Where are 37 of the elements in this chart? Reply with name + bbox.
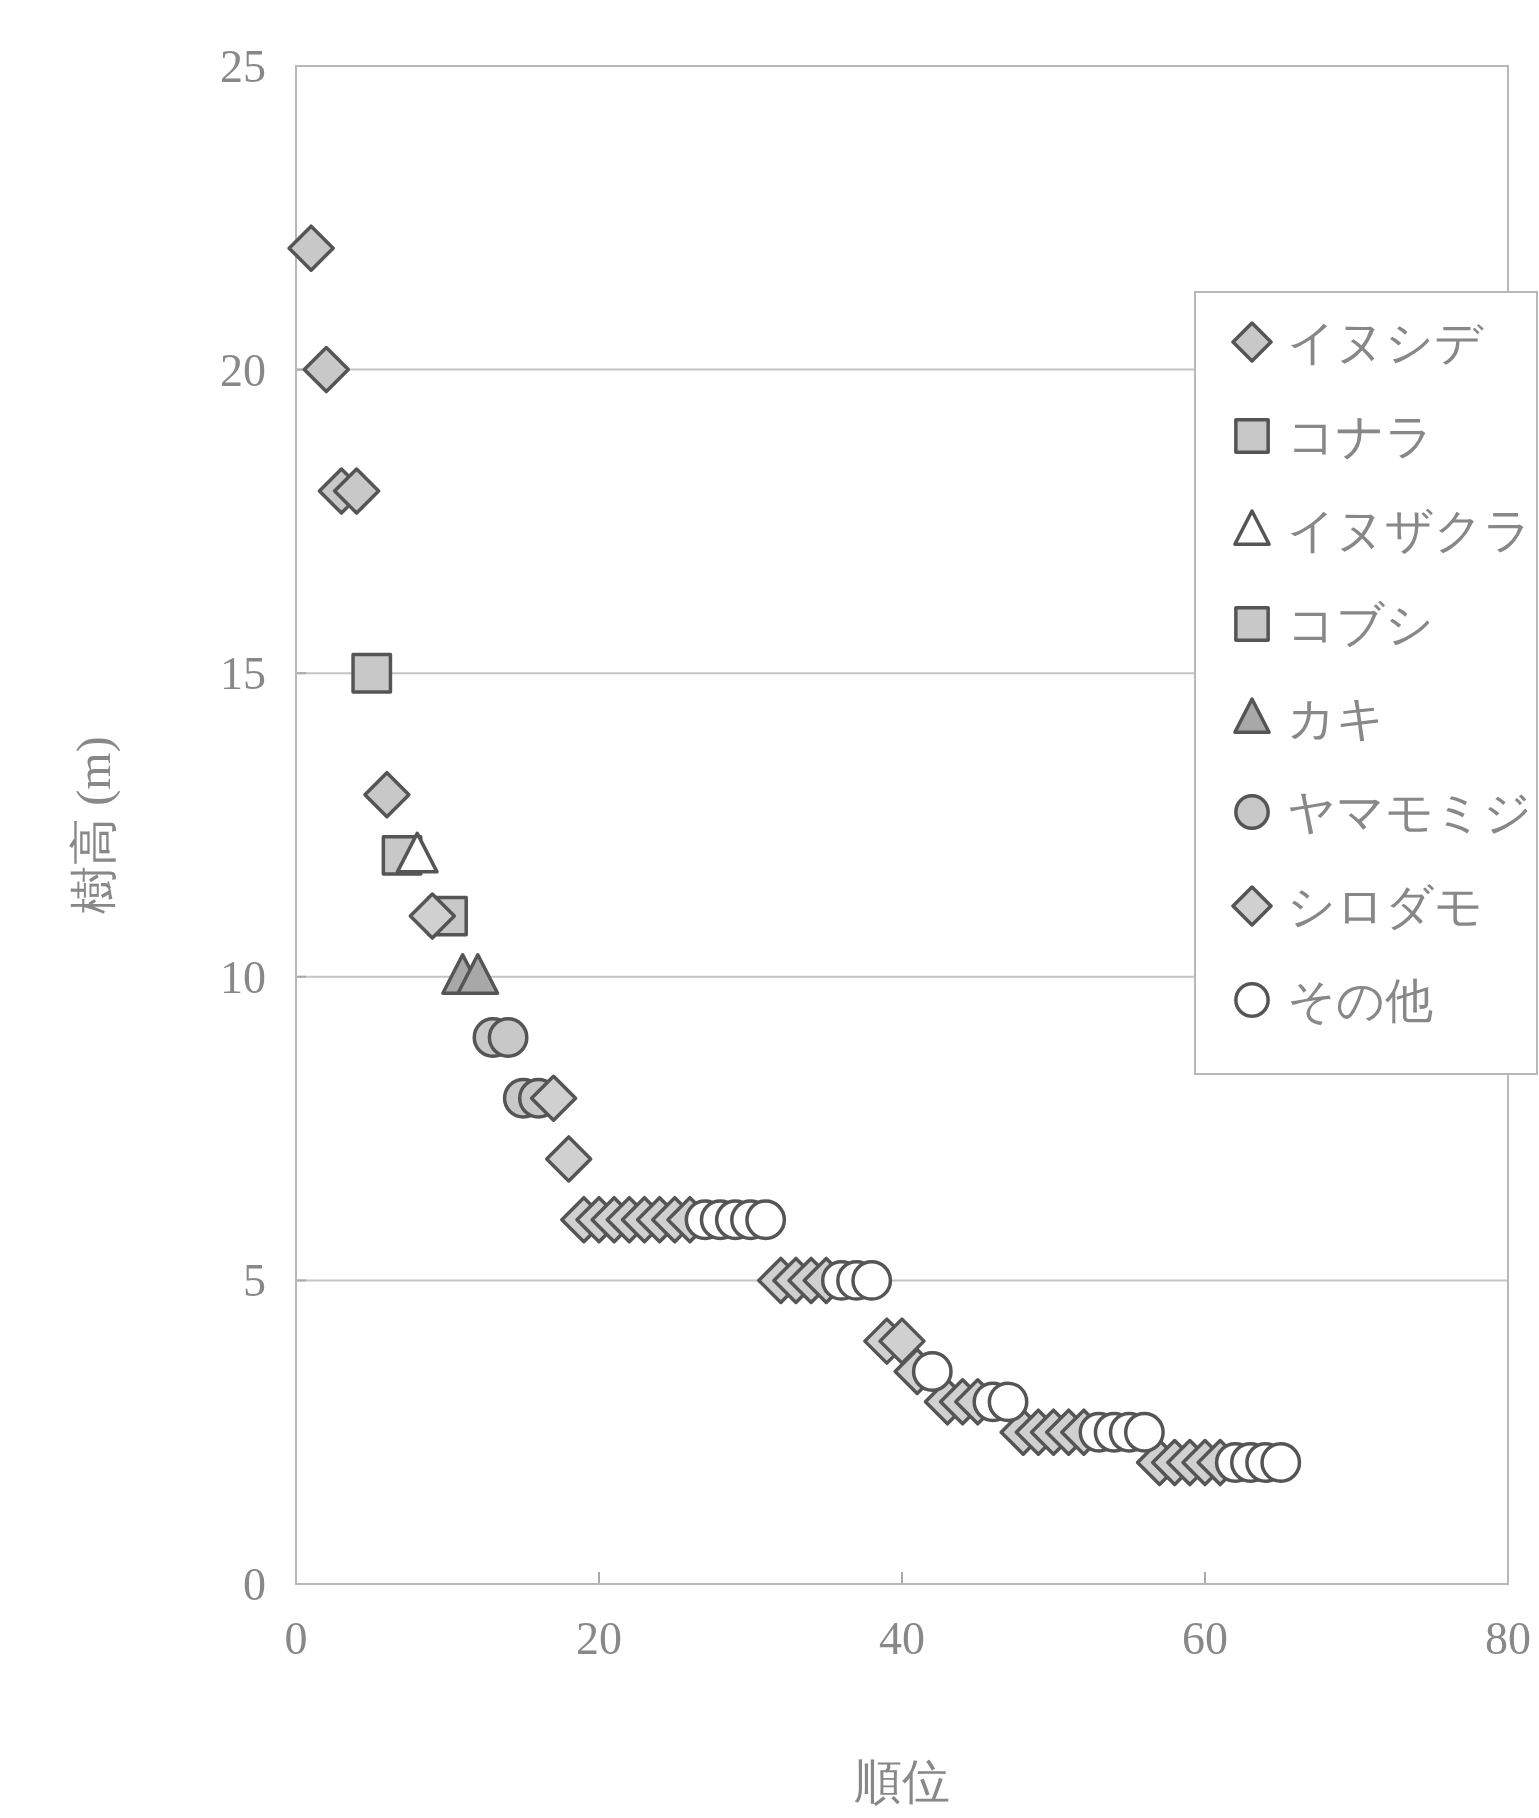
point (911, 1351, 953, 1392)
y-tick-label: 10 (220, 951, 266, 1003)
y-tick-label: 0 (243, 1559, 266, 1610)
point (529, 1074, 578, 1122)
legend-label: コブシ (1287, 596, 1434, 652)
y-tick-label: 25 (220, 41, 266, 92)
point (987, 1381, 1029, 1423)
legend-label: イヌシデ (1287, 314, 1484, 370)
x-axis-title: 順位 (854, 1755, 950, 1808)
point (745, 1199, 787, 1241)
point (302, 345, 351, 394)
legend-label: カキ (1287, 690, 1385, 746)
x-tick-label: 0 (284, 1613, 308, 1664)
legend-label: ヤマモミジ (1287, 784, 1532, 840)
point (287, 224, 335, 272)
point (487, 1017, 529, 1058)
x-tick-label: 60 (1182, 1613, 1228, 1664)
y-axis-title: 樹高 (m) (67, 736, 121, 914)
x-tick-label: 80 (1485, 1613, 1531, 1664)
y-tick-label: 20 (220, 344, 266, 396)
point (544, 1135, 593, 1183)
y-tick-label: 5 (243, 1255, 266, 1307)
point (408, 892, 457, 940)
point (363, 770, 411, 819)
x-tick-label: 40 (879, 1613, 925, 1664)
y-tick-label: 15 (220, 648, 266, 700)
legend-label: その他 (1287, 972, 1433, 1028)
point (851, 1259, 893, 1301)
point (1123, 1411, 1165, 1453)
x-tick-label: 20 (576, 1613, 622, 1664)
legend-label: コナラ (1287, 408, 1434, 464)
point (1260, 1442, 1302, 1484)
point (332, 467, 381, 515)
point (878, 1317, 926, 1365)
point (351, 652, 393, 694)
legend-label: シロダモ (1287, 878, 1483, 934)
legend-label: イヌザクラ (1287, 502, 1532, 558)
